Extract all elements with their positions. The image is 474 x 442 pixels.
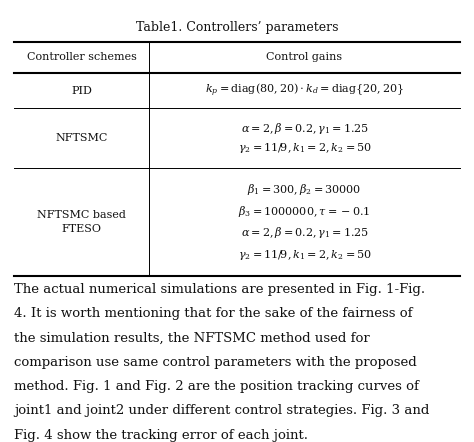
Text: NFTSMC: NFTSMC — [55, 133, 108, 143]
Text: $\alpha = 2, \beta = 0.2, \gamma_1 = 1.25$: $\alpha = 2, \beta = 0.2, \gamma_1 = 1.2… — [240, 225, 369, 240]
Text: Table1. Controllers’ parameters: Table1. Controllers’ parameters — [136, 21, 338, 34]
Text: Controller schemes: Controller schemes — [27, 53, 137, 62]
Text: method. Fig. 1 and Fig. 2 are the position tracking curves of: method. Fig. 1 and Fig. 2 are the positi… — [14, 380, 419, 393]
Text: joint1 and joint2 under different control strategies. Fig. 3 and: joint1 and joint2 under different contro… — [14, 404, 429, 417]
Text: $\beta_3 = 1000000, \tau = -0.1$: $\beta_3 = 1000000, \tau = -0.1$ — [238, 204, 371, 219]
Text: $\beta_1 = 300, \beta_2 = 30000$: $\beta_1 = 300, \beta_2 = 30000$ — [247, 182, 362, 197]
Text: NFTSMC based
FTESO: NFTSMC based FTESO — [37, 210, 126, 234]
Text: $\alpha = 2, \beta = 0.2, \gamma_1 = 1.25$: $\alpha = 2, \beta = 0.2, \gamma_1 = 1.2… — [240, 121, 369, 136]
Text: $k_p = \mathrm{diag}(80, 20)\cdot k_d = \mathrm{diag}\{20, 20\}$: $k_p = \mathrm{diag}(80, 20)\cdot k_d = … — [205, 82, 404, 99]
Text: the simulation results, the NFTSMC method used for: the simulation results, the NFTSMC metho… — [14, 332, 370, 344]
Text: Control gains: Control gains — [266, 53, 343, 62]
Text: $\gamma_2 = 11/9, k_1 = 2, k_2 = 50$: $\gamma_2 = 11/9, k_1 = 2, k_2 = 50$ — [237, 248, 372, 262]
Text: Fig. 4 show the tracking error of each joint.: Fig. 4 show the tracking error of each j… — [14, 429, 308, 442]
Text: 4. It is worth mentioning that for the sake of the fairness of: 4. It is worth mentioning that for the s… — [14, 307, 413, 320]
Text: PID: PID — [71, 86, 92, 95]
Text: The actual numerical simulations are presented in Fig. 1-Fig.: The actual numerical simulations are pre… — [14, 283, 425, 296]
Text: comparison use same control parameters with the proposed: comparison use same control parameters w… — [14, 356, 417, 369]
Text: $\gamma_2 = 11/9, k_1 = 2, k_2 = 50$: $\gamma_2 = 11/9, k_1 = 2, k_2 = 50$ — [237, 141, 372, 155]
